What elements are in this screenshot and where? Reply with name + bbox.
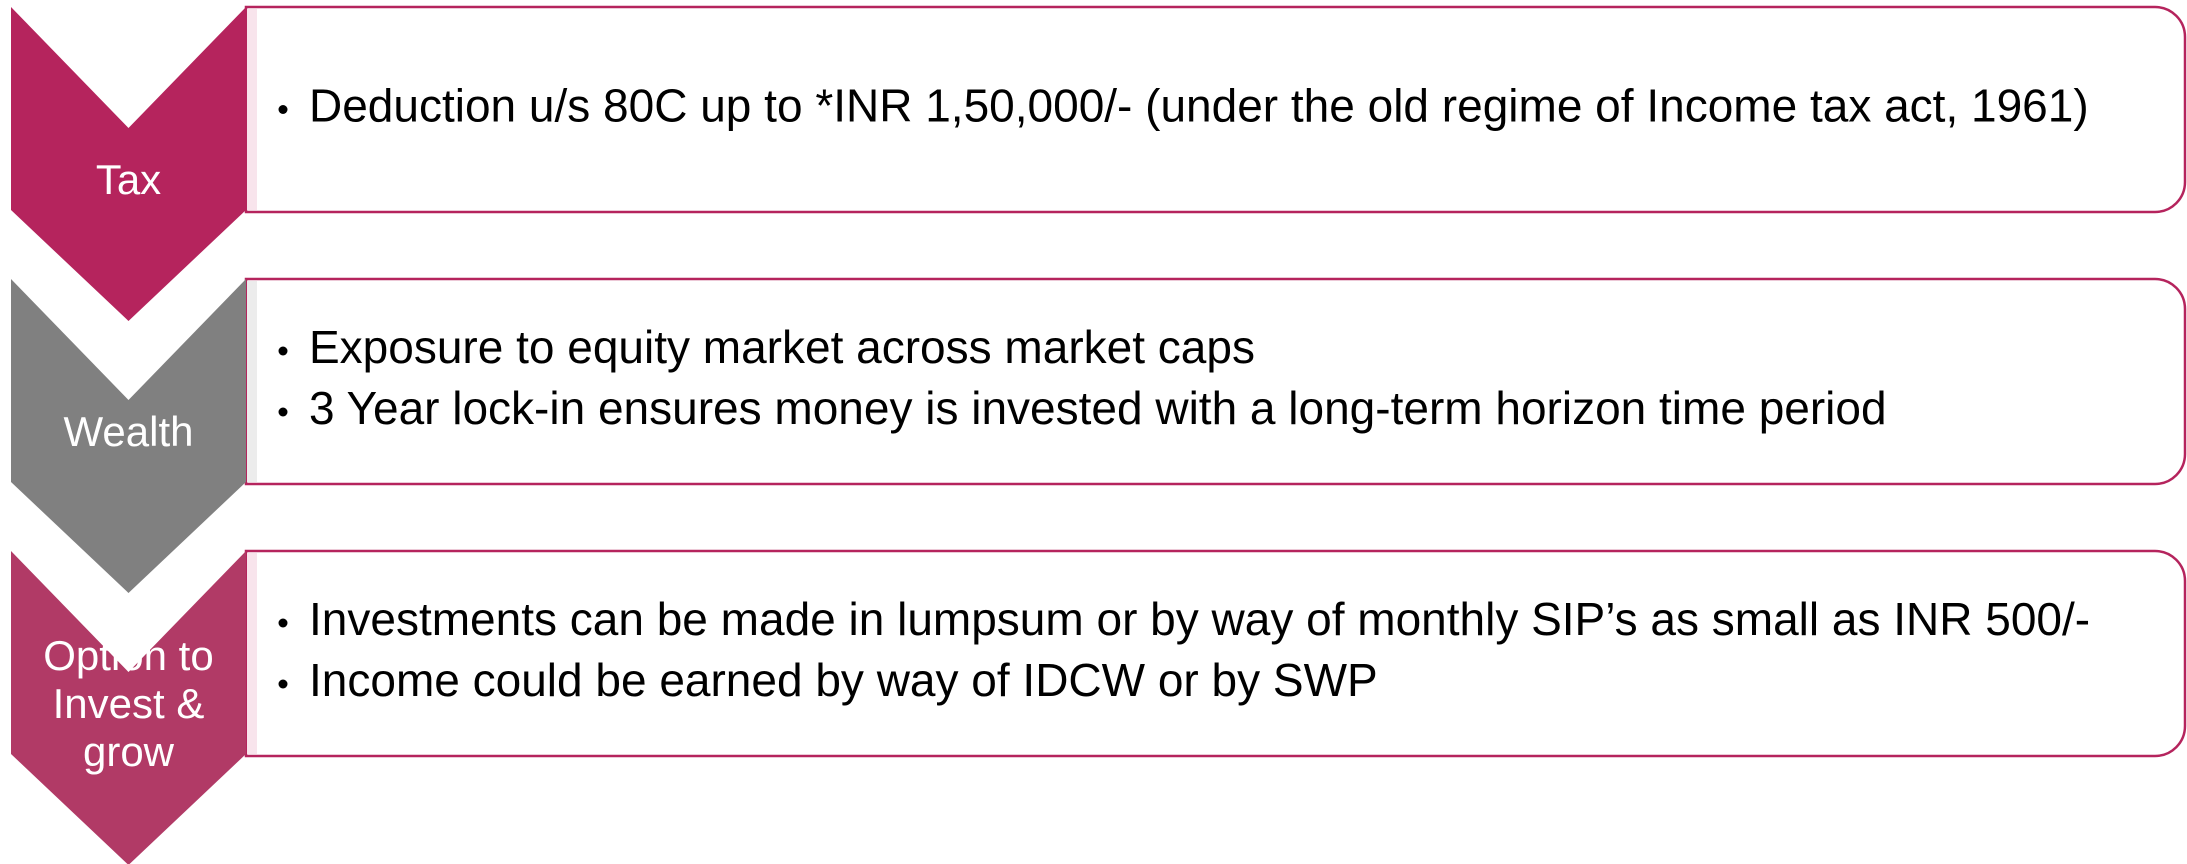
box-shadow-strip — [247, 553, 257, 754]
chevron-label: Option to — [43, 632, 213, 679]
bullet-text: Income could be earned by way of IDCW or… — [309, 654, 1378, 706]
chevron — [11, 279, 246, 593]
bullet-text: Exposure to equity market across market … — [309, 321, 1255, 373]
content-box — [244, 277, 2187, 486]
chevron — [11, 7, 246, 321]
bullet-text: Deduction u/s 80C up to *INR 1,50,000/- … — [309, 80, 2089, 132]
content-box — [244, 549, 2187, 758]
bullet-text: Investments can be made in lumpsum or by… — [309, 593, 2090, 645]
content-box — [244, 5, 2187, 214]
chevron-label: Invest & — [53, 680, 205, 727]
bullet-dot — [278, 346, 288, 356]
bullet-dot — [278, 407, 288, 417]
bullet-dot — [278, 679, 288, 689]
bullet-dot — [278, 105, 288, 114]
chevron — [11, 551, 246, 864]
chevron-label: grow — [83, 728, 175, 775]
box-shadow-strip — [247, 281, 257, 482]
chevron-label: Wealth — [64, 408, 194, 455]
bullet-dot — [278, 618, 288, 628]
chevron-label: Tax — [96, 156, 161, 203]
box-shadow-strip — [247, 9, 257, 210]
bullet-text: 3 Year lock-in ensures money is invested… — [309, 382, 1887, 434]
